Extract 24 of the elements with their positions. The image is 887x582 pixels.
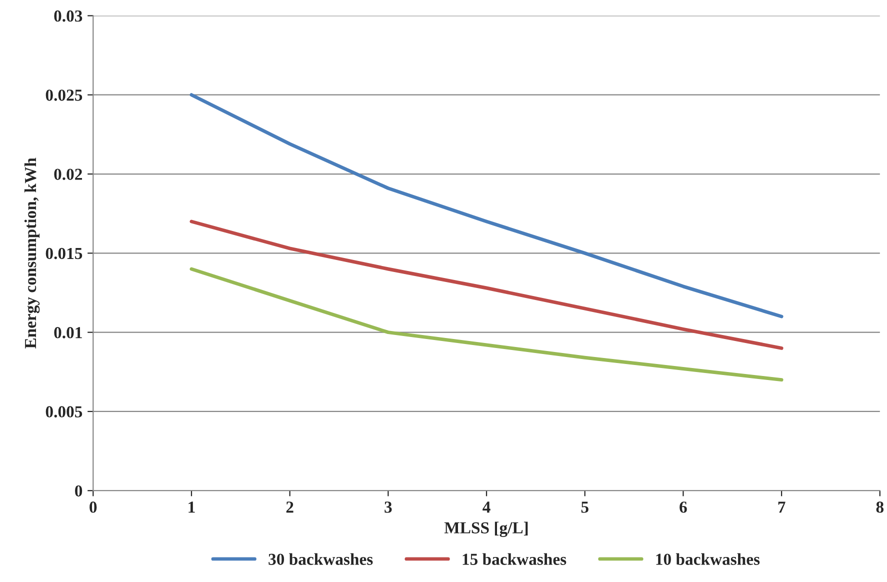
y-axis-title: Energy consumption, kWh: [24, 158, 40, 349]
x-tick-label: 5: [581, 502, 588, 513]
line-series: [190, 93, 784, 318]
x-tick-label: 2: [286, 502, 294, 513]
x-tick-label: 7: [778, 502, 786, 513]
y-tick-label: 0.025: [46, 90, 82, 101]
x-tick-label: 4: [482, 502, 490, 513]
y-tick-label: 0.015: [46, 248, 82, 260]
legend-label: 15 backwashes: [462, 553, 566, 565]
y-tick-label: 0.03: [54, 10, 82, 22]
y-tick-label: 0.01: [54, 327, 82, 338]
y-tick-label: 0: [75, 485, 82, 497]
x-tick-label: 0: [90, 502, 97, 513]
y-tick-label: 0.005: [46, 406, 82, 418]
legend-label: 10 backwashes: [656, 553, 760, 565]
x-axis-title: MLSS [g/L]: [444, 522, 528, 537]
legend-label: 30 backwashes: [268, 553, 373, 565]
x-tick-label: 8: [876, 502, 884, 513]
x-tick-label: 1: [188, 502, 195, 513]
x-tick-label: 6: [680, 502, 687, 513]
x-tick-label: 3: [384, 502, 392, 513]
line-series: [190, 267, 784, 382]
line-series: [190, 220, 784, 350]
y-tick-label: 0.02: [54, 168, 82, 180]
